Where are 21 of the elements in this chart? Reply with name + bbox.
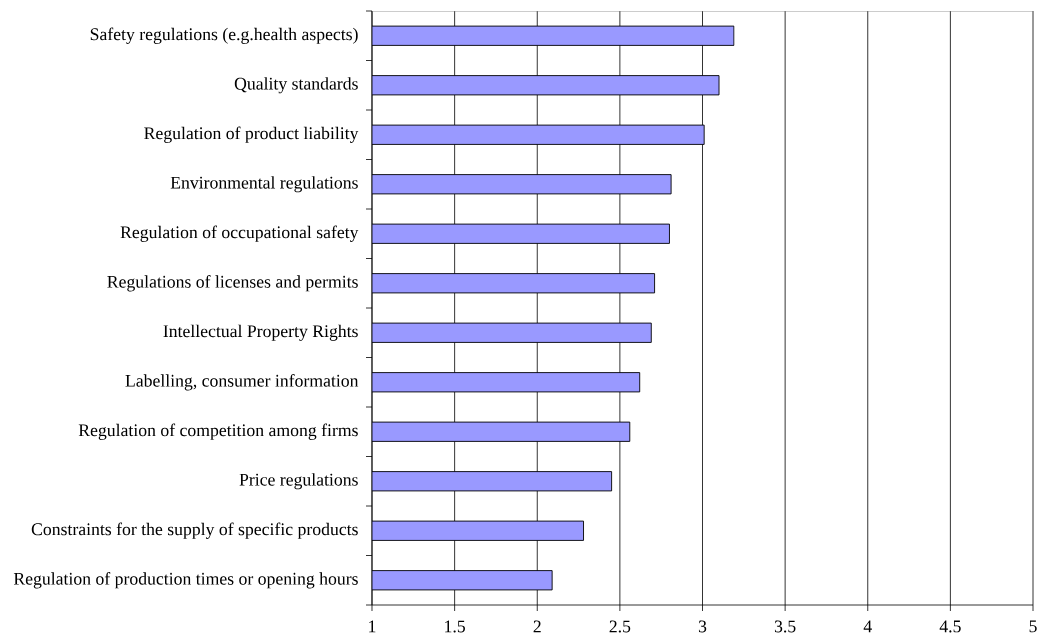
x-tick-label: 2.5 [609, 620, 631, 633]
y-tick-label: Environmental regulations [170, 176, 358, 193]
x-tick-label: 1.5 [445, 620, 465, 633]
y-tick-label: Intellectual Property Rights [163, 324, 358, 341]
x-tick-label: 2 [533, 620, 541, 633]
y-tick-label: Safety regulations (e.g.health aspects) [90, 27, 358, 44]
x-tick-label: 1 [369, 620, 376, 633]
y-tick-label: Regulations of licenses and permits [107, 275, 358, 292]
x-tick-label: 3 [698, 620, 707, 633]
x-tick-label: 4 [863, 620, 872, 633]
y-tick-label: Regulation of occupational safety [120, 225, 359, 242]
y-tick-label: Labelling, consumer information [125, 374, 359, 391]
y-tick-label: Regulation of competition among firms [78, 423, 358, 440]
x-tick-label: 3.5 [774, 620, 796, 633]
x-tick-label: 4.5 [939, 620, 961, 633]
x-tick-label: 5 [1029, 620, 1037, 633]
y-tick-label: Constraints for the supply of specific products [31, 522, 358, 539]
y-tick-label: Regulation of product liability [144, 126, 359, 143]
y-tick-label: Quality standards [234, 77, 358, 94]
y-tick-label: Regulation of production times or opening hours [13, 572, 358, 589]
y-tick-label: Price regulations [239, 473, 358, 490]
